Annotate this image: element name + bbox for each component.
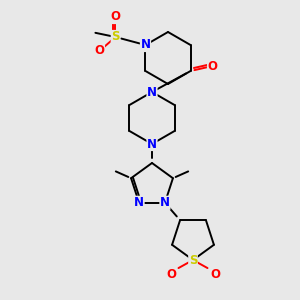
Text: S: S: [189, 254, 197, 266]
Text: N: N: [147, 85, 157, 98]
Text: N: N: [134, 196, 144, 209]
Text: N: N: [140, 38, 151, 52]
Text: O: O: [94, 44, 104, 58]
Text: O: O: [210, 268, 220, 281]
Text: S: S: [111, 31, 120, 44]
Text: O: O: [166, 268, 176, 281]
Text: O: O: [208, 59, 218, 73]
Text: N: N: [147, 137, 157, 151]
Text: O: O: [110, 11, 121, 23]
Text: N: N: [160, 196, 170, 209]
